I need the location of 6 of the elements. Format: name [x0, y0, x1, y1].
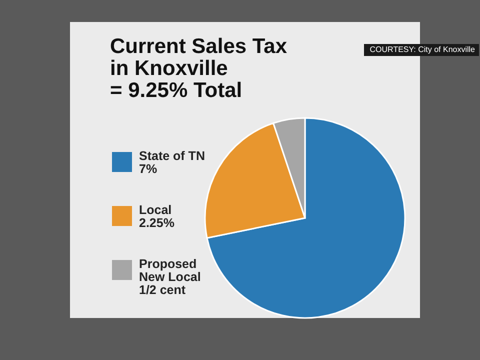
text: COURTESY: City of Knoxville — [370, 45, 476, 54]
legend-label: State of TN 7% — [139, 149, 205, 176]
legend-label: Proposed New Local 1/2 cent — [139, 257, 201, 297]
pie-slice — [206, 117, 406, 319]
chart-title: Current Sales Tax in Knoxville = 9.25% Total — [110, 35, 288, 102]
legend-label: Local 2.25% — [139, 203, 174, 230]
